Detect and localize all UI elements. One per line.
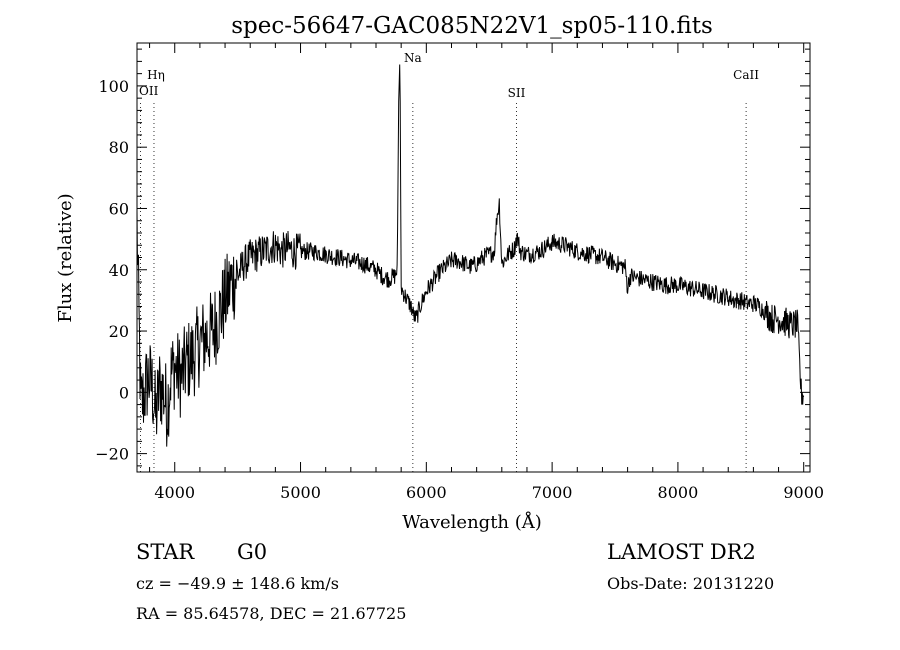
reference-line-label: CaII xyxy=(733,68,759,82)
coords-text: RA = 85.64578, DEC = 21.67725 xyxy=(136,604,407,623)
x-axis-label: Wavelength (Å) xyxy=(402,511,542,533)
y-tick-label: 80 xyxy=(109,138,129,157)
survey-label: LAMOST DR2 xyxy=(607,540,756,564)
reference-line-label: Na xyxy=(404,51,422,65)
y-axis-label: Flux (relative) xyxy=(55,193,76,322)
spectrum-line xyxy=(136,64,805,447)
y-tick-label: 60 xyxy=(109,199,129,218)
redshift-text: cz = −49.9 ± 148.6 km/s xyxy=(136,574,339,593)
x-tick-label: 8000 xyxy=(658,483,699,502)
x-tick-label: 4000 xyxy=(154,483,195,502)
x-tick-label: 5000 xyxy=(280,483,321,502)
reference-lines: Hη OII Na SII CaII xyxy=(139,51,759,472)
y-tick-label: 20 xyxy=(109,322,129,341)
y-tick-label: 40 xyxy=(109,261,129,280)
reference-line-label: OII xyxy=(139,84,159,98)
plot-frame xyxy=(136,42,811,473)
chart-title: spec-56647-GAC085N22V1_sp05-110.fits xyxy=(231,13,713,39)
x-tick-label: 9000 xyxy=(783,483,824,502)
y-tick-label: −20 xyxy=(95,445,129,464)
class-label: STAR xyxy=(136,540,195,564)
axis-ticks: 4000 5000 6000 7000 8000 9000 −20 0 20 40 60 80 100 xyxy=(95,43,824,502)
y-tick-label: 0 xyxy=(119,383,129,402)
obs-date-text: Obs-Date: 20131220 xyxy=(607,574,775,593)
x-tick-label: 6000 xyxy=(406,483,447,502)
x-tick-label: 7000 xyxy=(532,483,573,502)
reference-line-label: Hη xyxy=(147,68,165,82)
subclass-label: G0 xyxy=(237,540,268,564)
y-tick-label: 100 xyxy=(98,77,129,96)
reference-line-label: SII xyxy=(508,86,526,100)
